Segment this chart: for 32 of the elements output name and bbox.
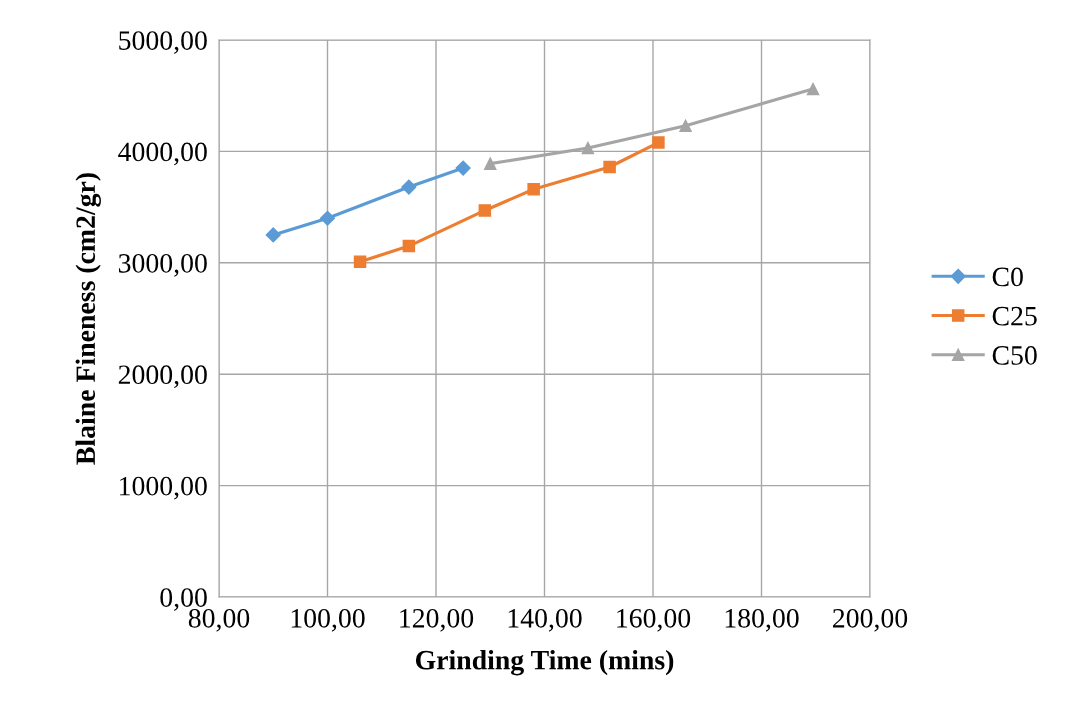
point (527, 183, 540, 196)
x-tick-label: 100,00 (291, 608, 365, 632)
point (652, 136, 665, 149)
x-tick-label: 120,00 (400, 608, 474, 632)
y-tick-label: 2000,00 (118, 365, 207, 389)
legend-label: C25 (992, 306, 1037, 326)
point (319, 210, 336, 226)
point (679, 119, 692, 133)
point (455, 160, 471, 176)
x-tick-label: 140,00 (508, 608, 582, 632)
y-tick-label: 4000,00 (118, 142, 207, 166)
y-tick-label: 3000,00 (118, 253, 207, 277)
point (603, 160, 616, 174)
point (402, 239, 416, 253)
y-tick-label: 0,00 (160, 588, 207, 611)
point (806, 82, 820, 96)
point (581, 141, 595, 155)
x-tick-label: 200,00 (833, 608, 908, 632)
point (401, 179, 417, 195)
x-tick-label: 180,00 (725, 608, 799, 632)
legend-label: C0 (992, 267, 1023, 287)
point (483, 157, 497, 170)
point (478, 204, 492, 217)
point (265, 227, 281, 243)
x-axis-title: Grinding Time (mins) (415, 649, 674, 676)
x-tick-label: 160,00 (617, 608, 691, 632)
point (353, 255, 367, 268)
y-tick-label: 1000,00 (120, 476, 207, 500)
legend-label: C50 (992, 346, 1037, 365)
y-axis-title: Blaine Fineness (cm2/gr) (75, 173, 101, 465)
y-tick-label: 5000,00 (119, 31, 207, 54)
x-tick-label: 80,00 (188, 608, 250, 632)
